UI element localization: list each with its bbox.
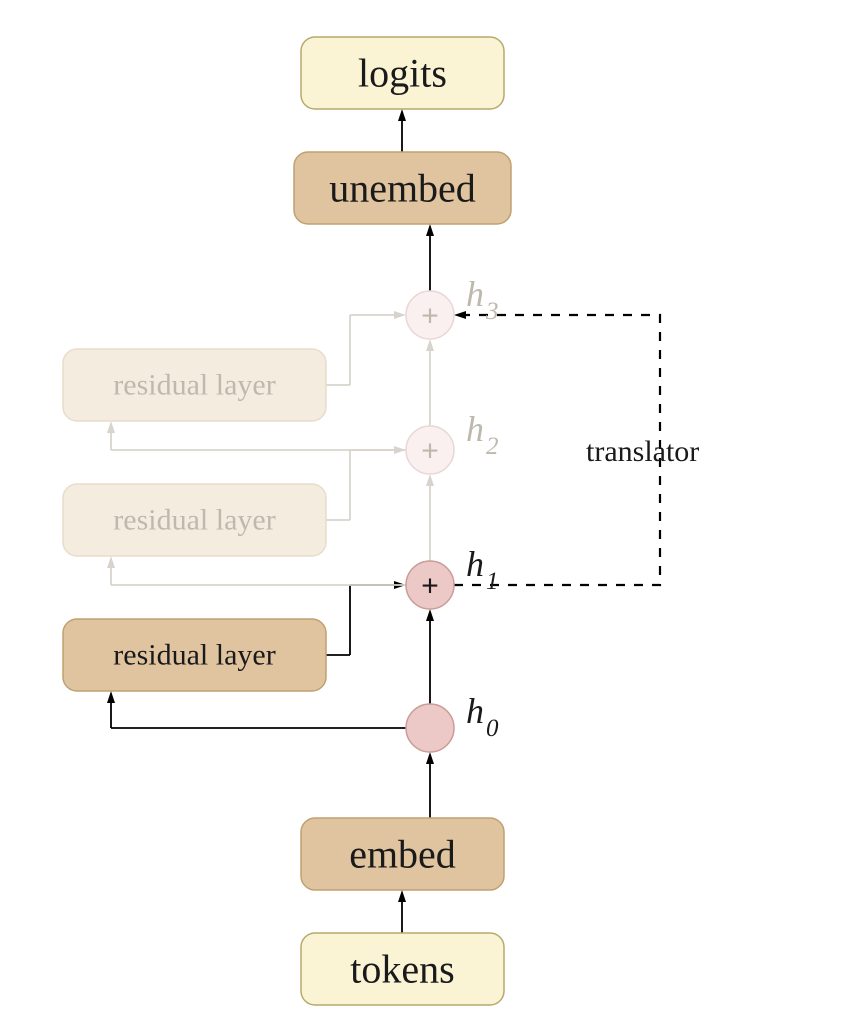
h2-node: + h2 — [406, 409, 499, 474]
transformer-diagram: tokens embed residual layer residual layer r… — [0, 0, 846, 1023]
layer2-box: residual layer — [63, 484, 326, 556]
h2-plus: + — [421, 435, 439, 468]
layer1-label: residual layer — [113, 639, 275, 672]
translator-label: translator — [586, 435, 699, 468]
h3-plus: + — [421, 300, 439, 333]
h1-label: h1 — [466, 544, 499, 595]
h2-label: h2 — [466, 409, 499, 460]
layer3-label: residual layer — [113, 369, 275, 402]
unembed-box: unembed — [294, 152, 511, 224]
h1-plus: + — [421, 570, 439, 603]
layer3-box: residual layer — [63, 349, 326, 421]
logits-box: logits — [301, 37, 504, 109]
layer1-box: residual layer — [63, 619, 326, 691]
h0-label: h0 — [466, 691, 499, 742]
logits-label: logits — [358, 51, 447, 96]
h3-node: + h3 — [406, 274, 499, 339]
unembed-label: unembed — [329, 166, 476, 211]
layer2-label: residual layer — [113, 504, 275, 537]
tokens-box: tokens — [301, 933, 504, 1005]
h0-node: h0 — [406, 691, 499, 752]
tokens-label: tokens — [350, 947, 454, 992]
embed-box: embed — [301, 818, 504, 890]
embed-label: embed — [349, 832, 456, 877]
h1-node: + h1 — [406, 544, 499, 609]
h3-label: h3 — [466, 274, 499, 325]
